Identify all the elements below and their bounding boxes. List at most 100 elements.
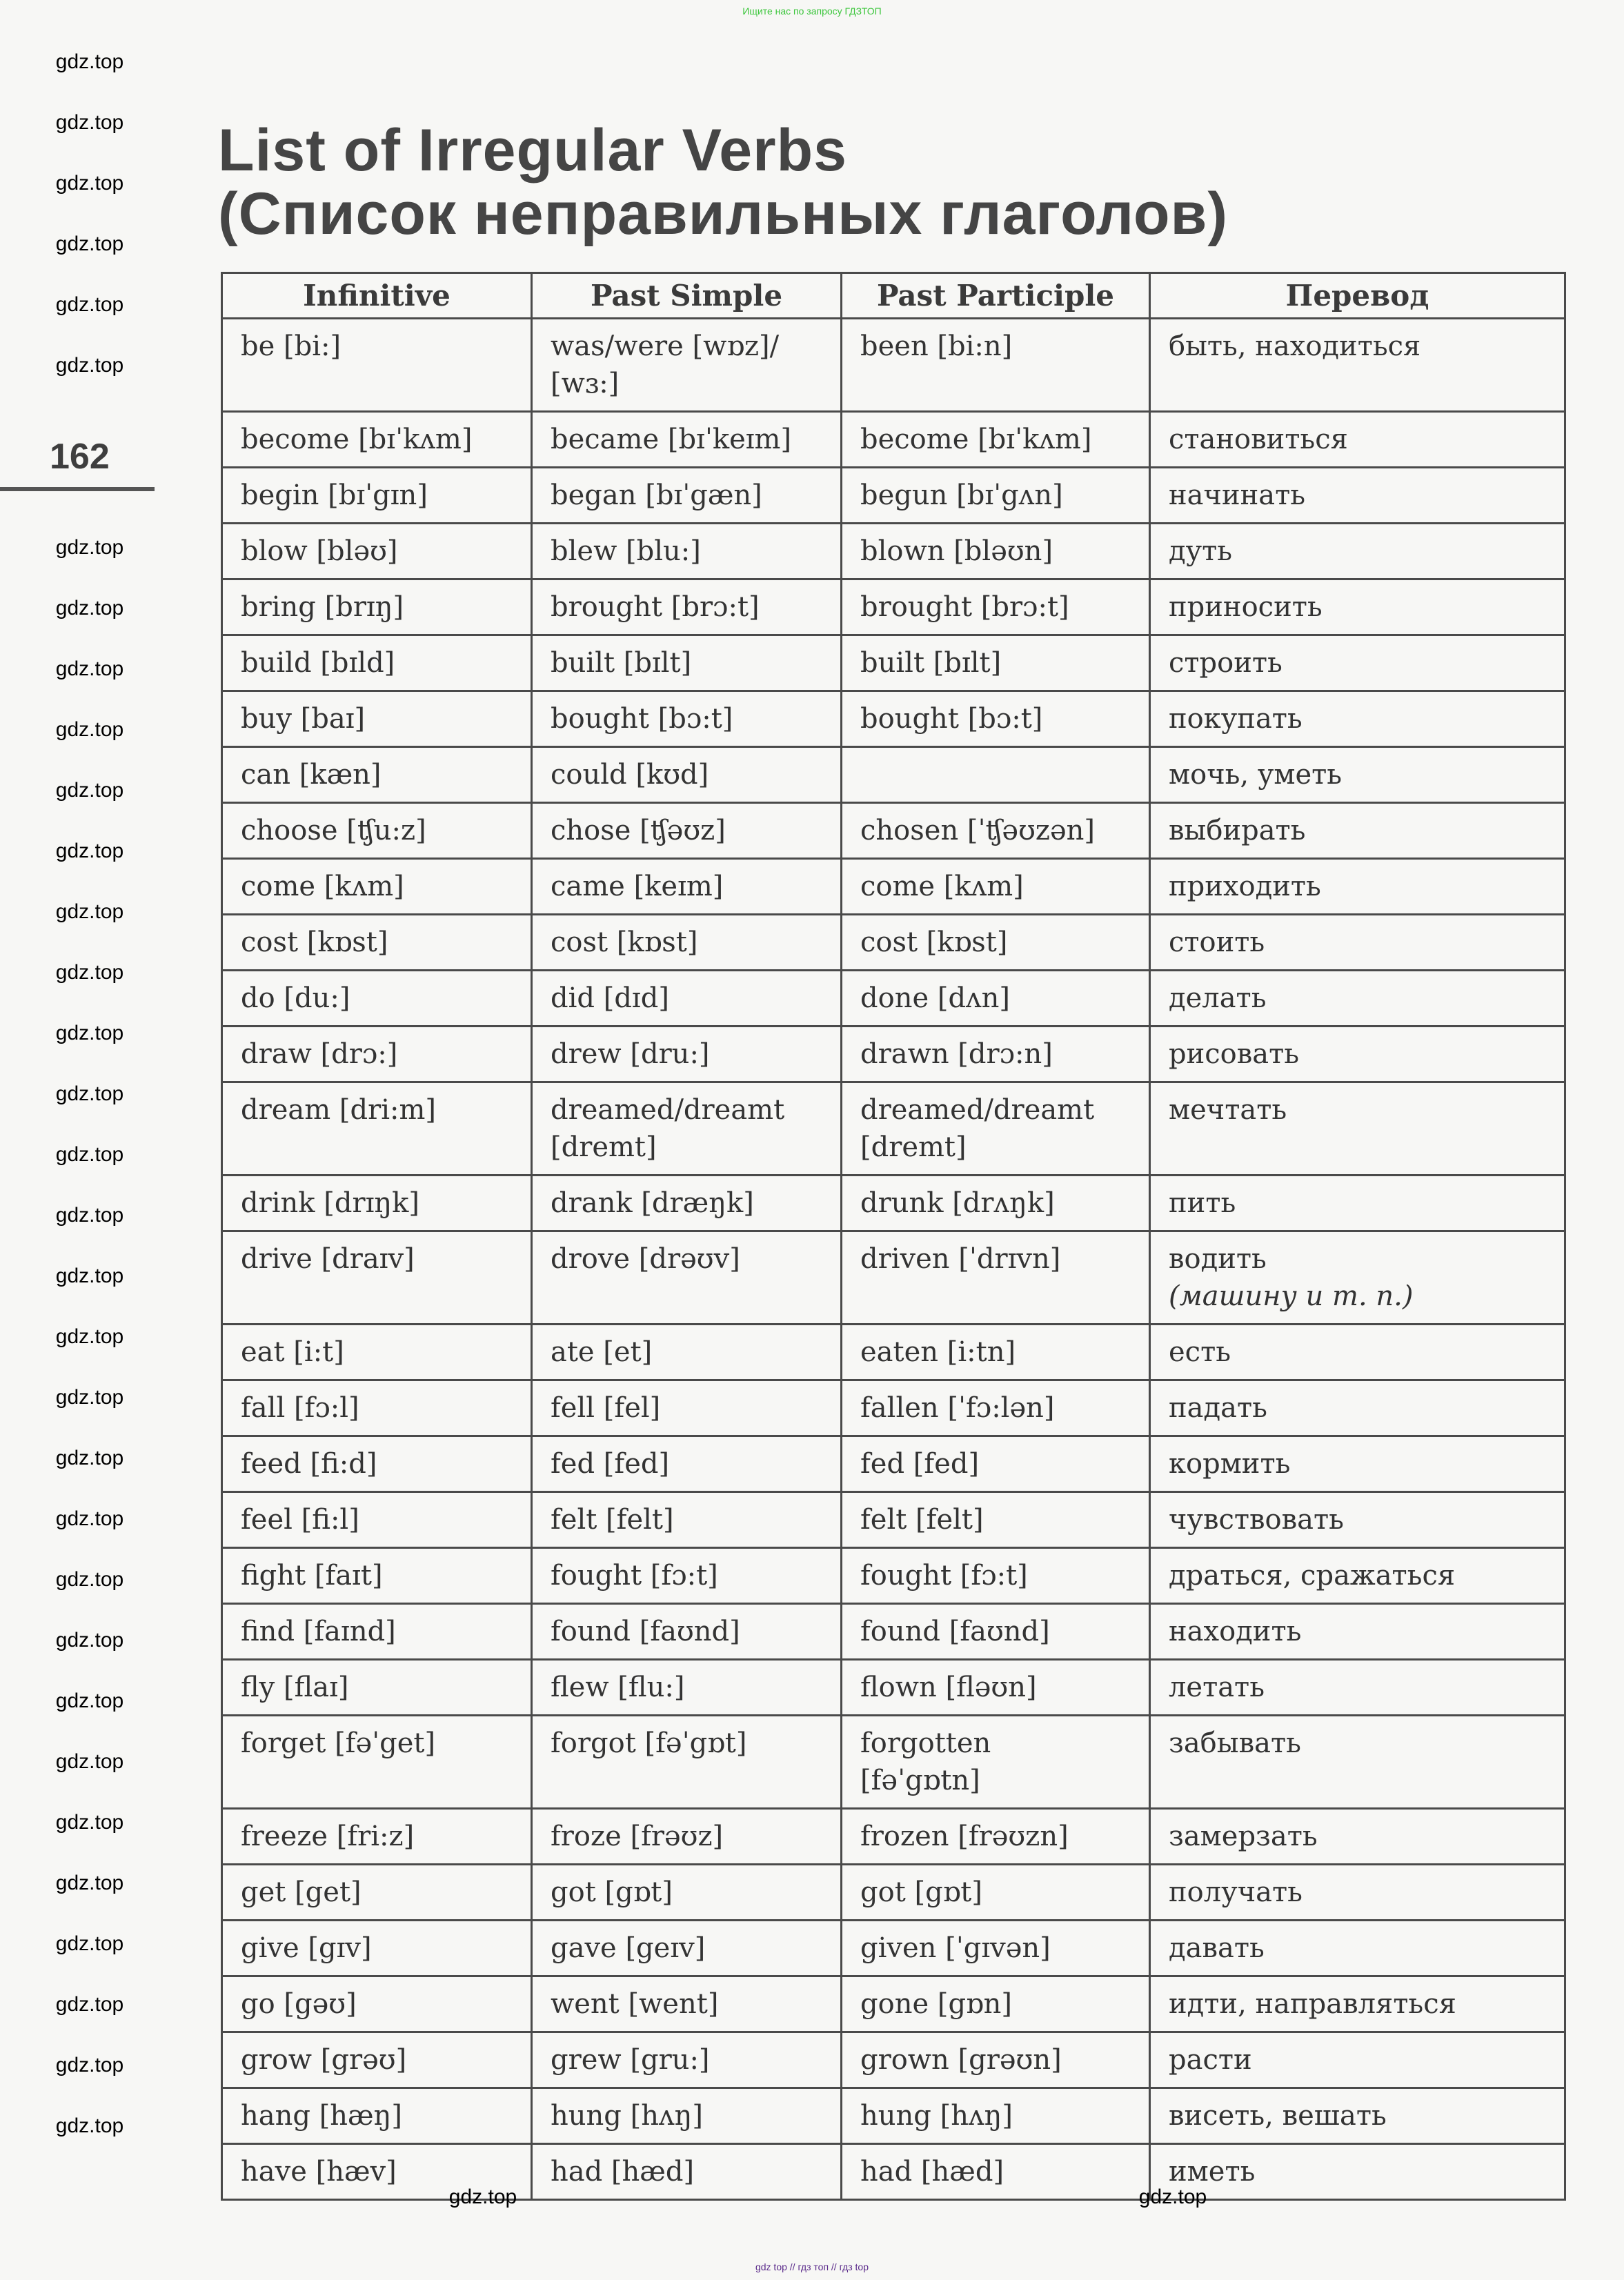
cell-past-participle: dreamed/dreamt [dremt] — [840, 1081, 1151, 1176]
cell-past-participle-text: done [dʌn] — [860, 982, 1011, 1014]
table-row: come [kʌm] came [keɪm] come [kʌm] приходить — [221, 858, 1566, 915]
cell-past-participle-text: gone [gɒn] — [860, 1988, 1013, 2020]
watermark: gdz.top — [55, 1568, 124, 1591]
cell-past-participle: come [kʌm] — [840, 858, 1151, 915]
cell-past-participle: driven [ˈdrɪvn] — [840, 1230, 1151, 1325]
cell-translation: становиться — [1149, 410, 1566, 468]
cell-translation: есть — [1149, 1323, 1566, 1381]
table-row: get [get] got [gɒt] got [gɒt] получать — [221, 1863, 1566, 1921]
cell-past-participle-text: blown [bləʊn] — [860, 535, 1053, 567]
watermark: gdz.top — [55, 293, 124, 316]
cell-past-participle-text: flown [fləʊn] — [860, 1672, 1037, 1703]
cell-past-simple-text: got [gɒt] — [551, 1876, 673, 1908]
cell-translation: замерзать — [1149, 1807, 1566, 1865]
translation-note: (машину и т. п.) — [1169, 1280, 1414, 1312]
watermark: gdz.top — [55, 1447, 124, 1469]
cell-infinitive-text: fight [faɪt] — [241, 1560, 383, 1592]
cell-past-simple-text: could [kʊd] — [551, 759, 709, 791]
cell-past-participle-text: brought [brɔ:t] — [860, 591, 1069, 623]
cell-past-simple-text: began [bɪˈgæn] — [551, 479, 762, 511]
cell-past-participle: drunk [drʌŋk] — [840, 1174, 1151, 1232]
cell-past-participle-text: cost [kɒst] — [860, 926, 1008, 958]
cell-past-simple: felt [felt] — [531, 1491, 842, 1549]
cell-translation-text: чувствовать — [1169, 1504, 1344, 1536]
cell-translation-text: драться, сражаться — [1169, 1560, 1456, 1592]
cell-infinitive-text: cost [kɒst] — [241, 926, 388, 958]
cell-translation: выбирать — [1149, 802, 1566, 860]
table-row: fly [flaɪ] flew [flu:] flown [fləʊn] летать — [221, 1658, 1566, 1716]
cell-infinitive-text: drive [draɪv] — [241, 1243, 415, 1275]
page-number: 162 — [50, 437, 110, 477]
watermark: gdz.top — [55, 1507, 124, 1530]
cell-infinitive: drink [drɪŋk] — [221, 1174, 533, 1232]
cell-translation-text: давать — [1169, 1932, 1265, 1964]
cell-infinitive-text: do [du:] — [241, 982, 350, 1014]
watermark: gdz.top — [55, 597, 124, 619]
cell-past-participle — [840, 746, 1151, 804]
cell-infinitive-text: fly [flaɪ] — [241, 1672, 349, 1703]
cell-infinitive-text: be [bi:] — [241, 330, 341, 362]
cell-past-simple: had [hæd] — [531, 2143, 842, 2201]
cell-past-simple-text: forgot [fəˈgɒt] — [551, 1727, 747, 1759]
cell-translation: пить — [1149, 1174, 1566, 1232]
cell-past-simple-text: brought [brɔ:t] — [551, 591, 760, 623]
cell-translation: идти, направляться — [1149, 1975, 1566, 2033]
cell-translation: чувствовать — [1149, 1491, 1566, 1549]
cell-past-participle-text: become [bɪˈkʌm] — [860, 424, 1092, 455]
cell-past-simple: did [dɪd] — [531, 969, 842, 1027]
cell-past-simple-text: drove [drəʊv] — [551, 1243, 740, 1275]
cell-past-simple: fell [fel] — [531, 1379, 842, 1437]
cell-past-simple: began [bɪˈgæn] — [531, 466, 842, 524]
cell-past-participle-text: chosen [ˈʧəʊzən] — [860, 815, 1096, 846]
cell-infinitive-text: have [hæv] — [241, 2156, 397, 2188]
cell-past-simple: came [keɪm] — [531, 858, 842, 915]
table-row: feed [fi:d] fed [fed] fed [fed] кормить — [221, 1435, 1566, 1493]
cell-translation-text: пить — [1169, 1187, 1236, 1219]
cell-past-participle: grown [grəʊn] — [840, 2031, 1151, 2089]
cell-translation: висеть, вешать — [1149, 2087, 1566, 2145]
cell-past-participle-text: felt [felt] — [860, 1504, 984, 1536]
cell-past-participle: eaten [i:tn] — [840, 1323, 1151, 1381]
cell-infinitive-text: get [get] — [241, 1876, 362, 1908]
cell-infinitive-text: feel [fi:l] — [241, 1504, 359, 1536]
cell-past-simple-text: grew [gru:] — [551, 2044, 710, 2076]
cell-infinitive: blow [bləʊ] — [221, 522, 533, 580]
cell-infinitive-text: eat [i:t] — [241, 1336, 344, 1368]
header-infinitive: Infinitive — [221, 272, 533, 319]
table-row: drink [drɪŋk] drank [dræŋk] drunk [drʌŋk] п… — [221, 1174, 1566, 1232]
title-russian: (Список неправильных глаголов) — [218, 181, 1229, 247]
watermark: gdz.top — [55, 1993, 124, 2016]
cell-past-participle: done [dʌn] — [840, 969, 1151, 1027]
table-row: forget [fəˈget] forgot [fəˈgɒt] forgotten … — [221, 1714, 1566, 1810]
table-row: can [kæn] could [kʊd] мочь, уметь — [221, 746, 1566, 804]
watermark: gdz.top — [55, 1932, 124, 1955]
cell-translation-text: дуть — [1169, 535, 1233, 567]
watermark: gdz.top — [55, 1872, 124, 1894]
cell-past-participle: found [faʊnd] — [840, 1603, 1151, 1661]
cell-past-participle: cost [kɒst] — [840, 913, 1151, 971]
table-row: grow [grəʊ] grew [gru:] grown [grəʊn] расти — [221, 2031, 1566, 2089]
cell-infinitive-text: fall [fɔ:l] — [241, 1392, 359, 1424]
cell-past-participle: chosen [ˈʧəʊzən] — [840, 802, 1151, 860]
cell-infinitive: get [get] — [221, 1863, 533, 1921]
table-row: do [du:] did [dɪd] done [dʌn] делать — [221, 969, 1566, 1027]
cell-past-simple-text: gave [geɪv] — [551, 1932, 706, 1964]
cell-infinitive: buy [baɪ] — [221, 690, 533, 748]
cell-translation: рисовать — [1149, 1025, 1566, 1083]
table-row: choose [ʧu:z] chose [ʧəʊz] chosen [ˈʧəʊzən… — [221, 802, 1566, 860]
cell-translation: летать — [1149, 1658, 1566, 1716]
watermark: gdz.top — [55, 354, 124, 377]
cell-infinitive-text: drink [drɪŋk] — [241, 1187, 419, 1219]
cell-past-participle: been [bi:n] — [840, 317, 1151, 413]
cell-past-simple-text: was/were [wɒz]/ [wɜ:] — [551, 330, 780, 399]
cell-translation: забывать — [1149, 1714, 1566, 1810]
cell-past-participle-text: frozen [frəʊzn] — [860, 1821, 1069, 1852]
cell-infinitive-text: draw [drɔ:] — [241, 1038, 398, 1070]
watermark: gdz.top — [55, 2054, 124, 2076]
header-past-simple: Past Simple — [531, 272, 842, 319]
table-row: freeze [fri:z] froze [frəʊz] frozen [frəʊz… — [221, 1807, 1566, 1865]
cell-past-simple-text: bought [bɔ:t] — [551, 703, 733, 735]
cell-past-simple-text: drank [dræŋk] — [551, 1187, 754, 1219]
cell-past-participle: felt [felt] — [840, 1491, 1151, 1549]
cell-past-simple-text: blew [blu:] — [551, 535, 701, 567]
